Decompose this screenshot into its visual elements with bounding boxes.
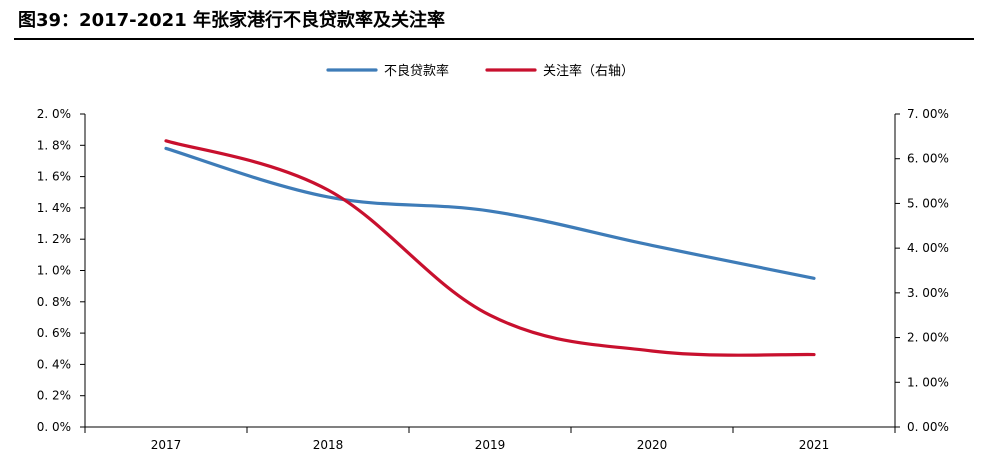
left-tick-label: 1. 6%: [37, 170, 71, 184]
right-tick-label: 5. 00%: [907, 196, 949, 210]
tick-labels: 0. 0% 0. 2% 0. 4% 0. 6% 0. 8% 1. 0% 1. 2% 1. 4%…: [37, 107, 949, 452]
axes: [80, 113, 900, 433]
right-tick-label: 2. 00%: [907, 331, 949, 345]
right-tick-label: 0. 00%: [907, 420, 949, 434]
title-underline: [14, 38, 974, 40]
right-tick-label: 4. 00%: [907, 241, 949, 255]
left-tick-label: 0. 0%: [37, 420, 71, 434]
legend-label-npl: 不良贷款率: [384, 63, 449, 79]
legend: 不良贷款率 关注率（右轴）: [326, 63, 634, 79]
x-tick-label: 2020: [637, 438, 668, 452]
special-mention-ratio-line: [164, 139, 816, 357]
left-tick-label: 1. 2%: [37, 232, 71, 246]
left-tick-label: 0. 6%: [37, 326, 71, 340]
left-tick-label: 0. 2%: [37, 389, 71, 403]
series-lines: [164, 139, 816, 357]
x-tick-label: 2017: [151, 438, 182, 452]
right-tick-label: 7. 00%: [907, 107, 949, 121]
x-tick-label: 2021: [799, 438, 830, 452]
right-tick-label: 3. 00%: [907, 286, 949, 300]
left-tick-label: 0. 4%: [37, 357, 71, 371]
legend-label-special-mention: 关注率（右轴）: [543, 63, 634, 79]
left-tick-label: 1. 4%: [37, 201, 71, 215]
npl-ratio-line: [164, 146, 816, 280]
left-tick-label: 0. 8%: [37, 295, 71, 309]
x-tick-label: 2018: [313, 438, 344, 452]
left-tick-label: 1. 0%: [37, 264, 71, 278]
x-tick-label: 2019: [475, 438, 506, 452]
left-tick-label: 1. 8%: [37, 138, 71, 152]
left-tick-label: 2. 0%: [37, 107, 71, 121]
right-tick-label: 6. 00%: [907, 152, 949, 166]
chart-title: 图39：2017-2021 年张家港行不良贷款率及关注率: [18, 10, 445, 31]
right-tick-label: 1. 00%: [907, 375, 949, 389]
